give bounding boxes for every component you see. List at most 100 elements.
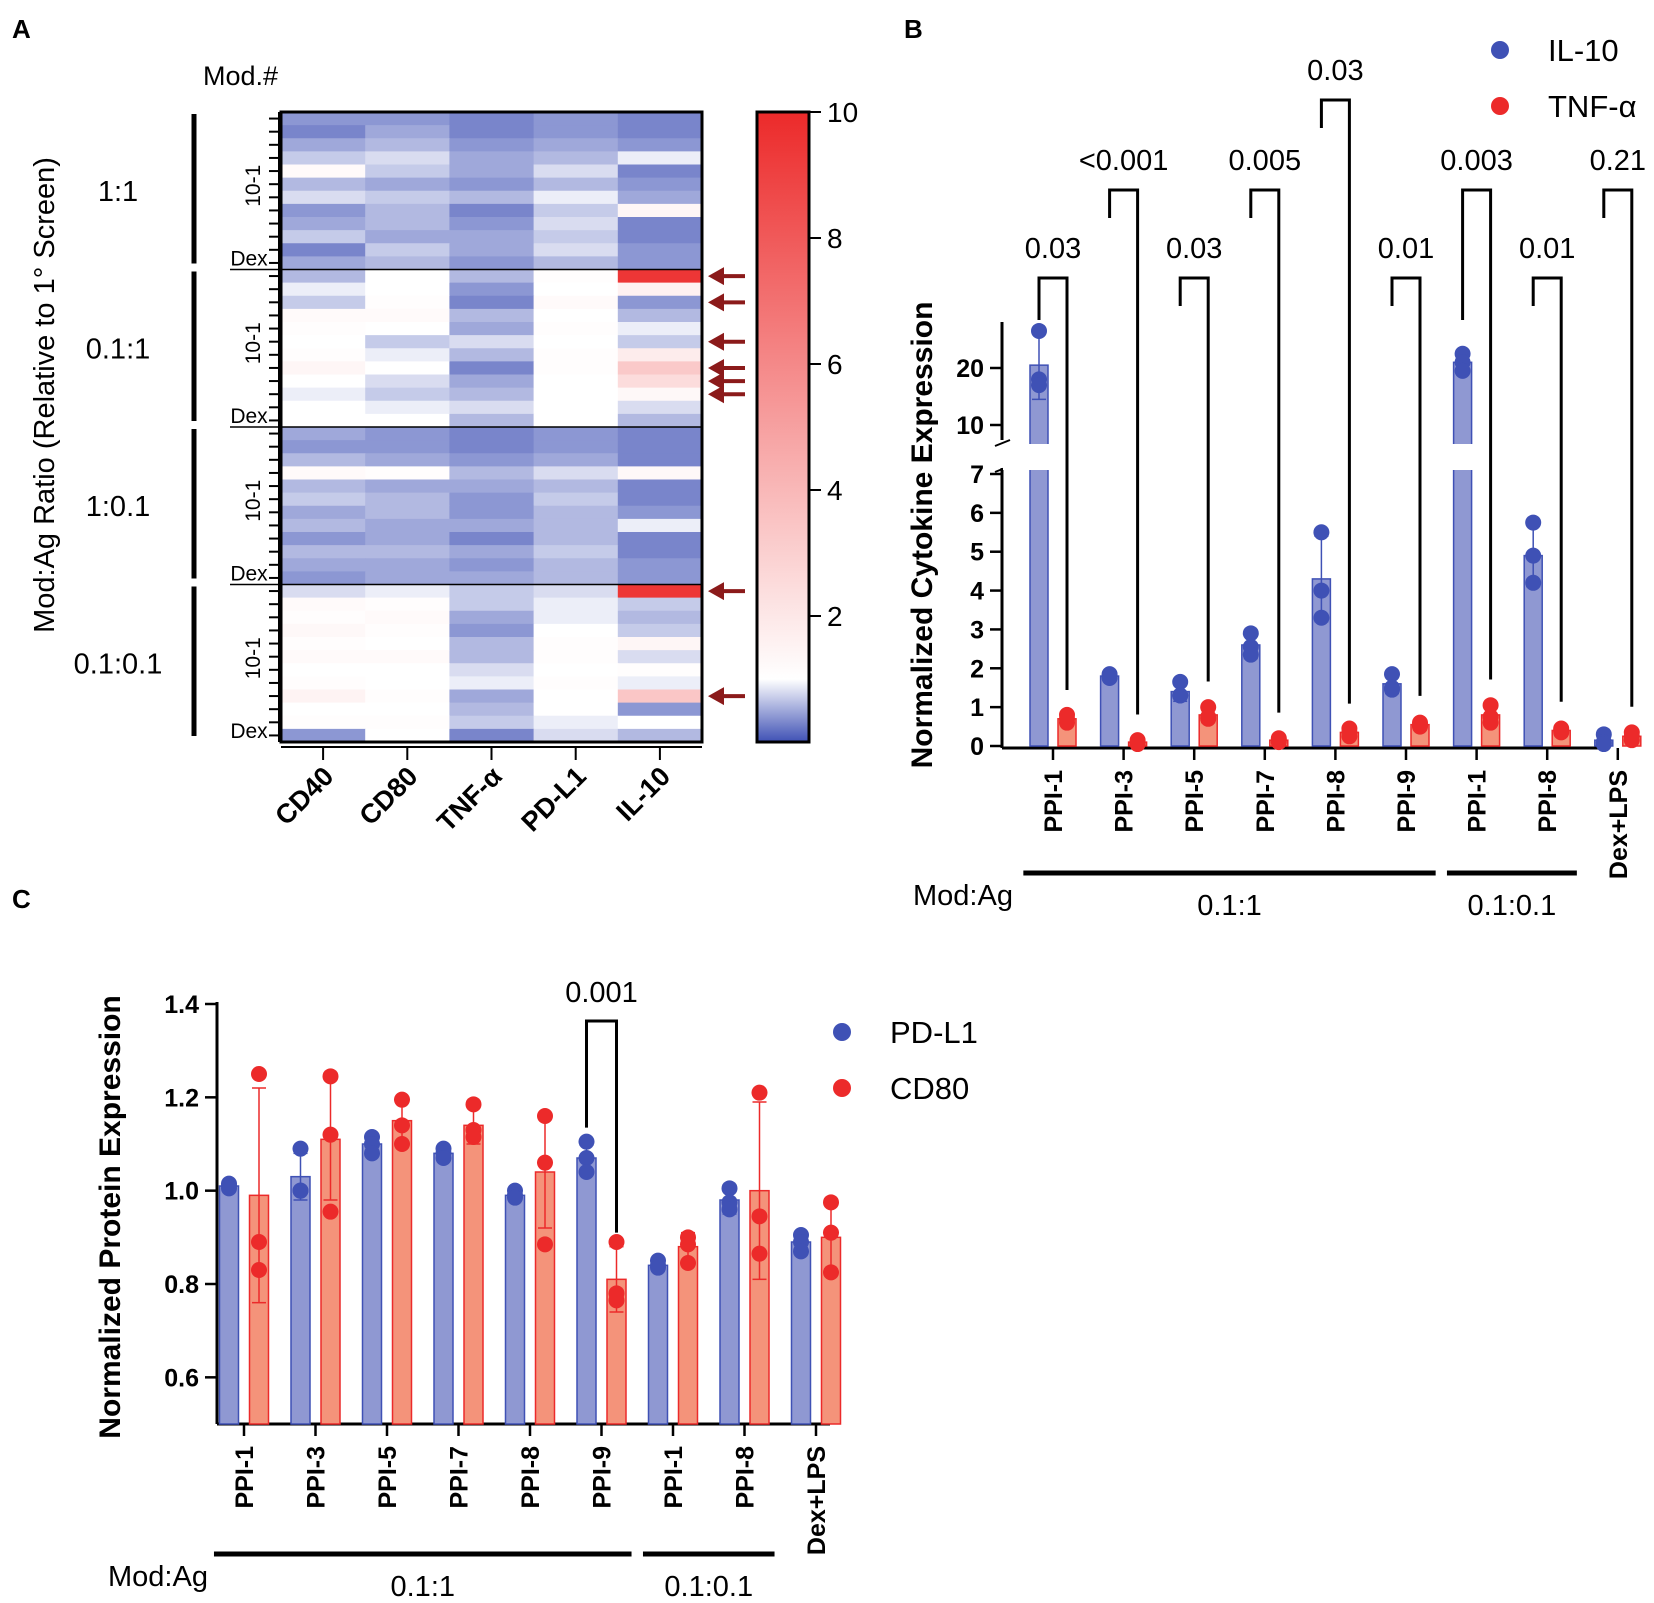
heatmap-cell [365, 335, 450, 349]
heatmap-cell [533, 308, 619, 323]
heatmap-cell [281, 374, 366, 389]
data-point-cd80 [537, 1236, 553, 1253]
heatmap-cell [281, 623, 366, 638]
heatmap-cell [533, 597, 619, 612]
heatmap-cell [281, 256, 366, 271]
heatmap-cell [449, 702, 535, 717]
p-value-label: 0.01 [1378, 233, 1434, 265]
heatmap-cell [533, 295, 619, 310]
heatmap-cell [449, 637, 535, 651]
heatmap-cell [617, 492, 703, 507]
heatmap-cell [449, 479, 535, 494]
category-label: PPI-1 [231, 1446, 259, 1509]
heatmap-cell [365, 138, 450, 152]
heatmap-cell [365, 308, 450, 323]
heatmap-cell [617, 728, 703, 743]
p-value-label: 0.01 [1519, 233, 1575, 265]
bar-pd-l1 [361, 1143, 383, 1425]
heatmap-cell [533, 623, 619, 638]
bar-pd-l1 [433, 1152, 454, 1425]
bar-cd80 [677, 1245, 699, 1425]
y-tick-label: 0.8 [164, 1271, 199, 1299]
heatmap-cell [365, 623, 450, 638]
heatmap-cell [365, 715, 450, 730]
heatmap-cell [449, 623, 535, 638]
heatmap-cell [533, 728, 619, 743]
panel-label-c: C [12, 884, 31, 914]
significance-bracket [1037, 276, 1069, 691]
heatmap-cell [281, 571, 366, 586]
heatmap-cell [281, 151, 366, 166]
data-point-tnf-α [1623, 732, 1640, 749]
data-point-cd80 [608, 1292, 625, 1309]
group-label: 0.1:0.1 [664, 1571, 753, 1603]
heatmap-cell [617, 440, 703, 454]
data-point-il-10 [1525, 547, 1542, 564]
y-tick-label: 4 [970, 578, 984, 606]
category-label: Dex+LPS [1605, 770, 1633, 879]
group-ratio-label: 1:1 [98, 176, 138, 208]
data-point-pd-l1 [578, 1150, 595, 1166]
heatmap-cell [281, 125, 366, 139]
data-point-cd80 [751, 1208, 768, 1225]
bar-cd80 [463, 1124, 484, 1425]
heatmap-cell [617, 361, 703, 376]
heatmap-cell [281, 637, 366, 651]
heatmap-cell [617, 650, 703, 664]
data-point-pd-l1 [793, 1243, 809, 1260]
heatmap-cell [617, 308, 703, 323]
column-label: TNF-α [431, 761, 508, 838]
heatmap-cell [281, 387, 366, 402]
heatmap-cell [281, 584, 366, 599]
legend-marker-tnf-α [1491, 97, 1509, 115]
data-point-tnf-α [1059, 714, 1075, 731]
significance-bracket [1531, 276, 1563, 702]
heatmap-cell [365, 400, 450, 415]
highlight-arrow-head [708, 293, 724, 312]
heatmap-cell [449, 203, 535, 218]
heatmap-cell [617, 243, 703, 257]
heatmap-cell [617, 610, 703, 625]
heatmap-cell [449, 676, 535, 691]
heatmap-cell [533, 676, 619, 691]
y-tick-label: 10 [956, 412, 984, 440]
heatmap-cell [365, 663, 450, 677]
colorbar-tick-label: 10 [827, 97, 858, 128]
heatmap-cell [533, 440, 619, 454]
heatmap-cell [365, 151, 450, 166]
data-point-il-10 [1525, 514, 1542, 531]
heatmap-cell [617, 348, 703, 362]
data-point-il-10 [1595, 736, 1612, 753]
heatmap-cell [281, 295, 366, 310]
legend-marker-pd-l1 [833, 1023, 851, 1041]
heatmap-cell [365, 282, 450, 297]
heatmap-cell [533, 715, 619, 730]
heatmap-cell [449, 230, 535, 244]
highlight-arrow-head [708, 385, 724, 404]
y-tick-label: 1.2 [164, 1084, 199, 1112]
bar-pd-l1 [218, 1185, 240, 1425]
heatmap-cell [617, 623, 703, 638]
heatmap-cell [533, 505, 619, 520]
bar-pd-l1 [576, 1157, 597, 1425]
data-point-il-10 [1384, 681, 1400, 698]
heatmap-cell [449, 453, 535, 467]
heatmap-cell [449, 151, 535, 166]
heatmap-cell [449, 545, 535, 559]
row-label-dex: Dex [230, 563, 268, 586]
heatmap-cell [449, 584, 535, 599]
category-label: PPI-9 [589, 1446, 617, 1509]
group-label: 0.1:1 [391, 1571, 456, 1603]
heatmap-cell [617, 230, 703, 244]
heatmap-cell [449, 374, 535, 389]
heatmap-cell [281, 361, 366, 376]
axis-break-mark [994, 439, 1011, 447]
heatmap-cell [449, 440, 535, 454]
heatmap-cells [281, 112, 703, 743]
heatmap-cell [617, 374, 703, 389]
heatmap-cell [281, 203, 366, 218]
heatmap-cell [449, 190, 535, 205]
heatmap-cell [449, 689, 535, 704]
heatmap-cell [617, 663, 703, 677]
heatmap-cell [617, 295, 703, 310]
